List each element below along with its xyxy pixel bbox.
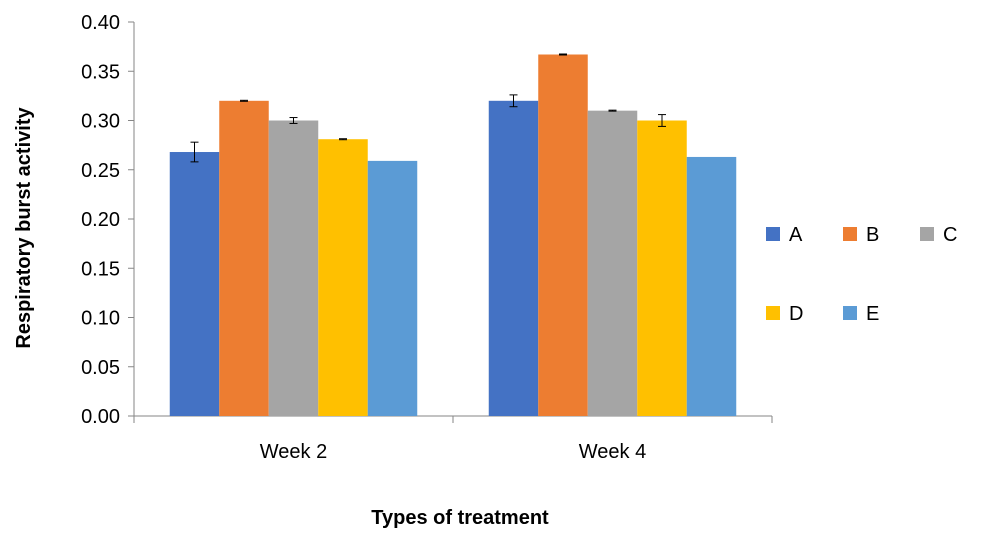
y-axis-title: Respiratory burst activity	[13, 107, 35, 349]
legend-label: A	[789, 224, 803, 246]
error-bar-c-2	[608, 109, 617, 112]
legend-item-d: D	[766, 303, 803, 325]
y-tick-label: 0.40	[81, 12, 120, 34]
x-tick-label: Week 4	[579, 441, 646, 463]
y-tick-label: 0.25	[81, 160, 120, 182]
legend-label: C	[943, 224, 957, 246]
error-bars	[190, 53, 666, 163]
y-axis: 0.00 0.05 0.10 0.15 0.20 0.25 0.30 0.35 0.40	[81, 12, 135, 428]
bar-a-1	[169, 152, 220, 416]
legend-label: D	[789, 303, 803, 325]
error-bar-a-2	[509, 94, 518, 108]
x-axis-title: Types of treatment	[371, 507, 549, 529]
error-bar-b-1	[240, 99, 248, 102]
legend-item-e: E	[843, 303, 879, 325]
y-tick-label: 0.10	[81, 308, 120, 330]
y-tick-label: 0.20	[81, 209, 120, 231]
error-bar-c-1	[289, 117, 298, 124]
error-bar-d-2	[658, 114, 666, 127]
y-tick-label: 0.30	[81, 111, 120, 133]
bar-a-2	[488, 100, 539, 417]
bars	[169, 54, 737, 417]
error-bar-d-1	[339, 138, 347, 141]
bar-d-1	[318, 139, 368, 416]
error-bar-a-1	[190, 141, 199, 163]
legend-item-c: C	[920, 224, 957, 246]
bar-c-2	[587, 110, 638, 417]
legend-item-b: B	[843, 224, 879, 246]
bar-c-1	[268, 120, 319, 416]
bar-b-1	[219, 100, 269, 417]
legend-item-a: A	[766, 224, 803, 246]
legend-swatch	[920, 227, 934, 241]
y-tick-label: 0.35	[81, 61, 120, 83]
legend-swatch	[843, 227, 857, 241]
bar-b-2	[538, 54, 588, 416]
y-tick-label: 0.05	[81, 357, 120, 379]
legend-label: E	[866, 303, 879, 325]
legend-label: B	[866, 224, 879, 246]
bar-d-2	[637, 120, 687, 416]
legend-swatch	[843, 306, 857, 320]
legend-swatch	[766, 306, 780, 320]
x-axis: Week 2 Week 4	[133, 415, 773, 463]
error-bar-b-2	[559, 53, 567, 56]
legend-swatch	[766, 227, 780, 241]
y-tick-label: 0.00	[81, 406, 120, 428]
y-tick-label: 0.15	[81, 258, 120, 280]
legend: A B C D E	[766, 224, 957, 325]
bar-e-1	[367, 160, 418, 416]
bar-e-2	[686, 156, 737, 416]
x-tick-label: Week 2	[260, 441, 327, 463]
